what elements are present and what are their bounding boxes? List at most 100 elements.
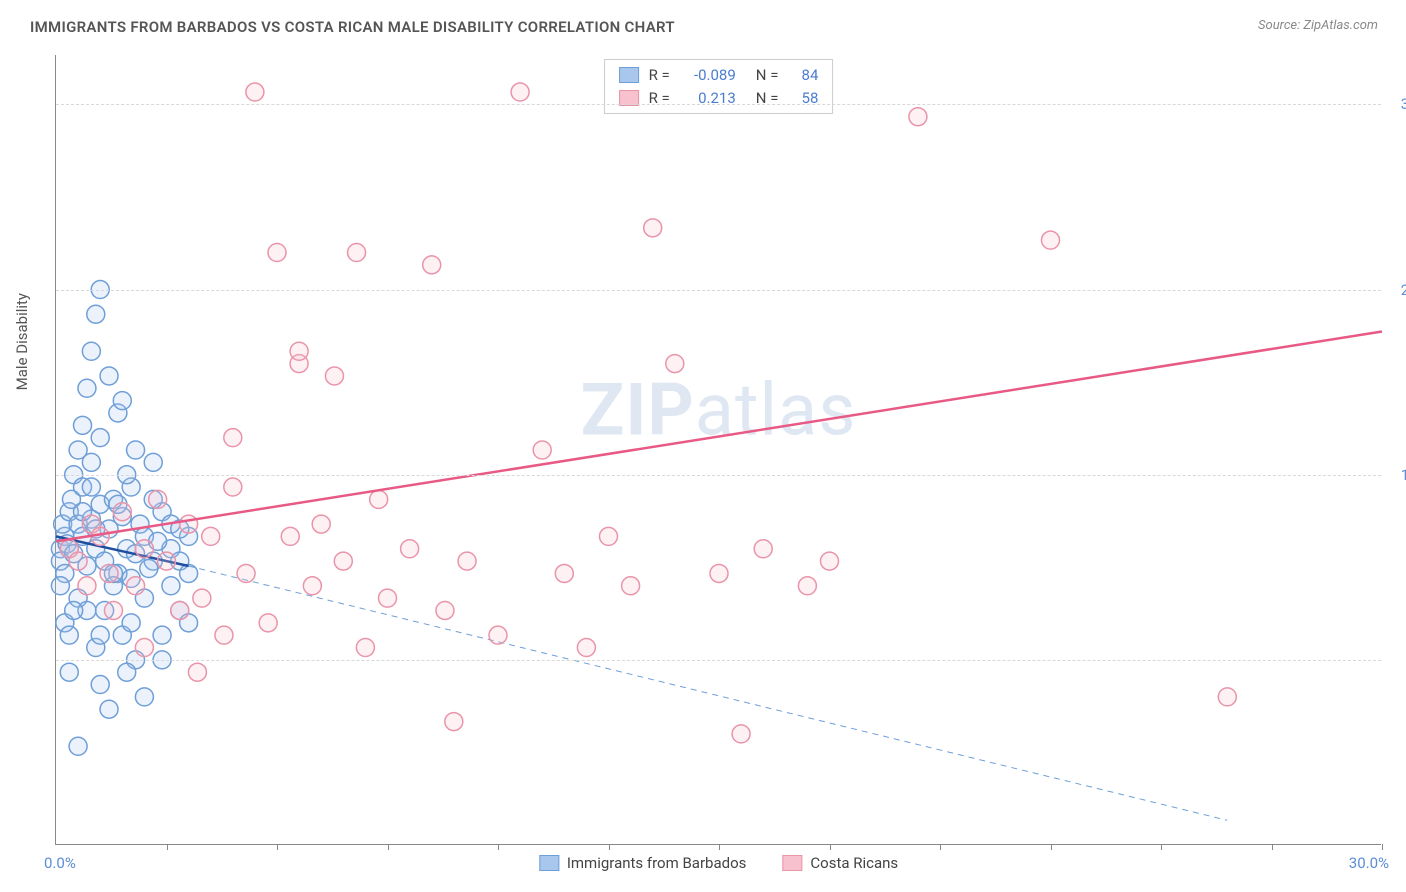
scatter-point (100, 564, 118, 582)
scatter-point (224, 478, 242, 496)
stats-n-value: 84 (788, 64, 818, 87)
scatter-point (118, 663, 136, 681)
scatter-point (577, 639, 595, 657)
scatter-point (171, 601, 189, 619)
scatter-point (555, 564, 573, 582)
scatter-point (202, 527, 220, 545)
scatter-point (135, 688, 153, 706)
scatter-point (193, 589, 211, 607)
scatter-point (215, 626, 233, 644)
scatter-point (127, 577, 145, 595)
bottom-legend: Immigrants from Barbados Costa Ricans (539, 854, 898, 872)
stats-r-value: 0.213 (680, 87, 736, 110)
scatter-point (74, 416, 92, 434)
x-tick (167, 844, 168, 850)
scatter-point (82, 342, 100, 360)
scatter-point (356, 639, 374, 657)
plot-area: ZIPatlas R =-0.089N =84R =0.213N =58 Imm… (55, 55, 1381, 845)
scatter-point (445, 713, 463, 731)
scatter-point (65, 601, 83, 619)
scatter-point (246, 83, 264, 101)
scatter-point (600, 527, 618, 545)
scatter-point (144, 453, 162, 471)
legend-label: Costa Ricans (810, 854, 898, 872)
x-tick (1272, 844, 1273, 850)
scatter-point (87, 305, 105, 323)
scatter-point (100, 700, 118, 718)
scatter-point (140, 560, 158, 578)
scatter-point (401, 540, 419, 558)
x-tick-label-max: 30.0% (1349, 854, 1389, 872)
x-tick (719, 844, 720, 850)
scatter-point (69, 737, 87, 755)
scatter-point (82, 478, 100, 496)
x-tick (830, 844, 831, 850)
scatter-point (348, 244, 366, 262)
scatter-point (370, 490, 388, 508)
scatter-point (237, 564, 255, 582)
scatter-point (666, 355, 684, 373)
scatter-point (1042, 231, 1060, 249)
x-tick (277, 844, 278, 850)
scatter-point (69, 552, 87, 570)
scatter-point (158, 552, 176, 570)
scatter-point (78, 379, 96, 397)
y-tick-label: 7.5% (1386, 651, 1406, 669)
stats-n-label: N = (756, 64, 779, 87)
scatter-point (710, 564, 728, 582)
scatter-point (290, 342, 308, 360)
stats-r-label: R = (649, 64, 670, 87)
scatter-point (533, 441, 551, 459)
chart-title: IMMIGRANTS FROM BARBADOS VS COSTA RICAN … (30, 18, 675, 36)
scatter-point (644, 219, 662, 237)
scatter-point (312, 515, 330, 533)
scatter-point (113, 392, 131, 410)
legend-item: Immigrants from Barbados (539, 854, 747, 872)
y-tick-label: 15.0% (1386, 466, 1406, 484)
scatter-point (135, 540, 153, 558)
chart-svg (56, 55, 1381, 844)
stats-r-label: R = (649, 87, 670, 110)
stats-row: R =0.213N =58 (619, 87, 819, 110)
scatter-point (423, 256, 441, 274)
x-tick (1382, 844, 1383, 850)
gridline (56, 660, 1381, 661)
scatter-point (379, 589, 397, 607)
scatter-point (122, 614, 140, 632)
legend-swatch (619, 67, 639, 83)
scatter-point (51, 577, 69, 595)
gridline (56, 475, 1381, 476)
x-tick (1161, 844, 1162, 850)
scatter-point (149, 490, 167, 508)
y-axis-label: Male Disability (13, 293, 31, 390)
scatter-point (436, 601, 454, 619)
scatter-point (732, 725, 750, 743)
scatter-point (1218, 688, 1236, 706)
stats-r-value: -0.089 (680, 64, 736, 87)
x-tick (388, 844, 389, 850)
scatter-point (60, 626, 78, 644)
legend-item: Costa Ricans (782, 854, 898, 872)
scatter-point (259, 614, 277, 632)
scatter-point (909, 108, 927, 126)
scatter-point (100, 367, 118, 385)
trend-line (56, 332, 1382, 542)
scatter-point (458, 552, 476, 570)
legend-swatch (619, 90, 639, 106)
source-attribution: Source: ZipAtlas.com (1258, 18, 1378, 33)
legend-label: Immigrants from Barbados (567, 854, 747, 872)
trend-line-extrapolated (189, 566, 1228, 820)
scatter-point (91, 676, 109, 694)
scatter-point (821, 552, 839, 570)
gridline (56, 290, 1381, 291)
legend-swatch (539, 855, 559, 871)
scatter-point (303, 577, 321, 595)
scatter-point (153, 626, 171, 644)
scatter-point (127, 441, 145, 459)
scatter-point (325, 367, 343, 385)
scatter-point (91, 626, 109, 644)
x-tick (498, 844, 499, 850)
y-tick-label: 22.5% (1386, 281, 1406, 299)
scatter-point (188, 663, 206, 681)
scatter-point (162, 577, 180, 595)
